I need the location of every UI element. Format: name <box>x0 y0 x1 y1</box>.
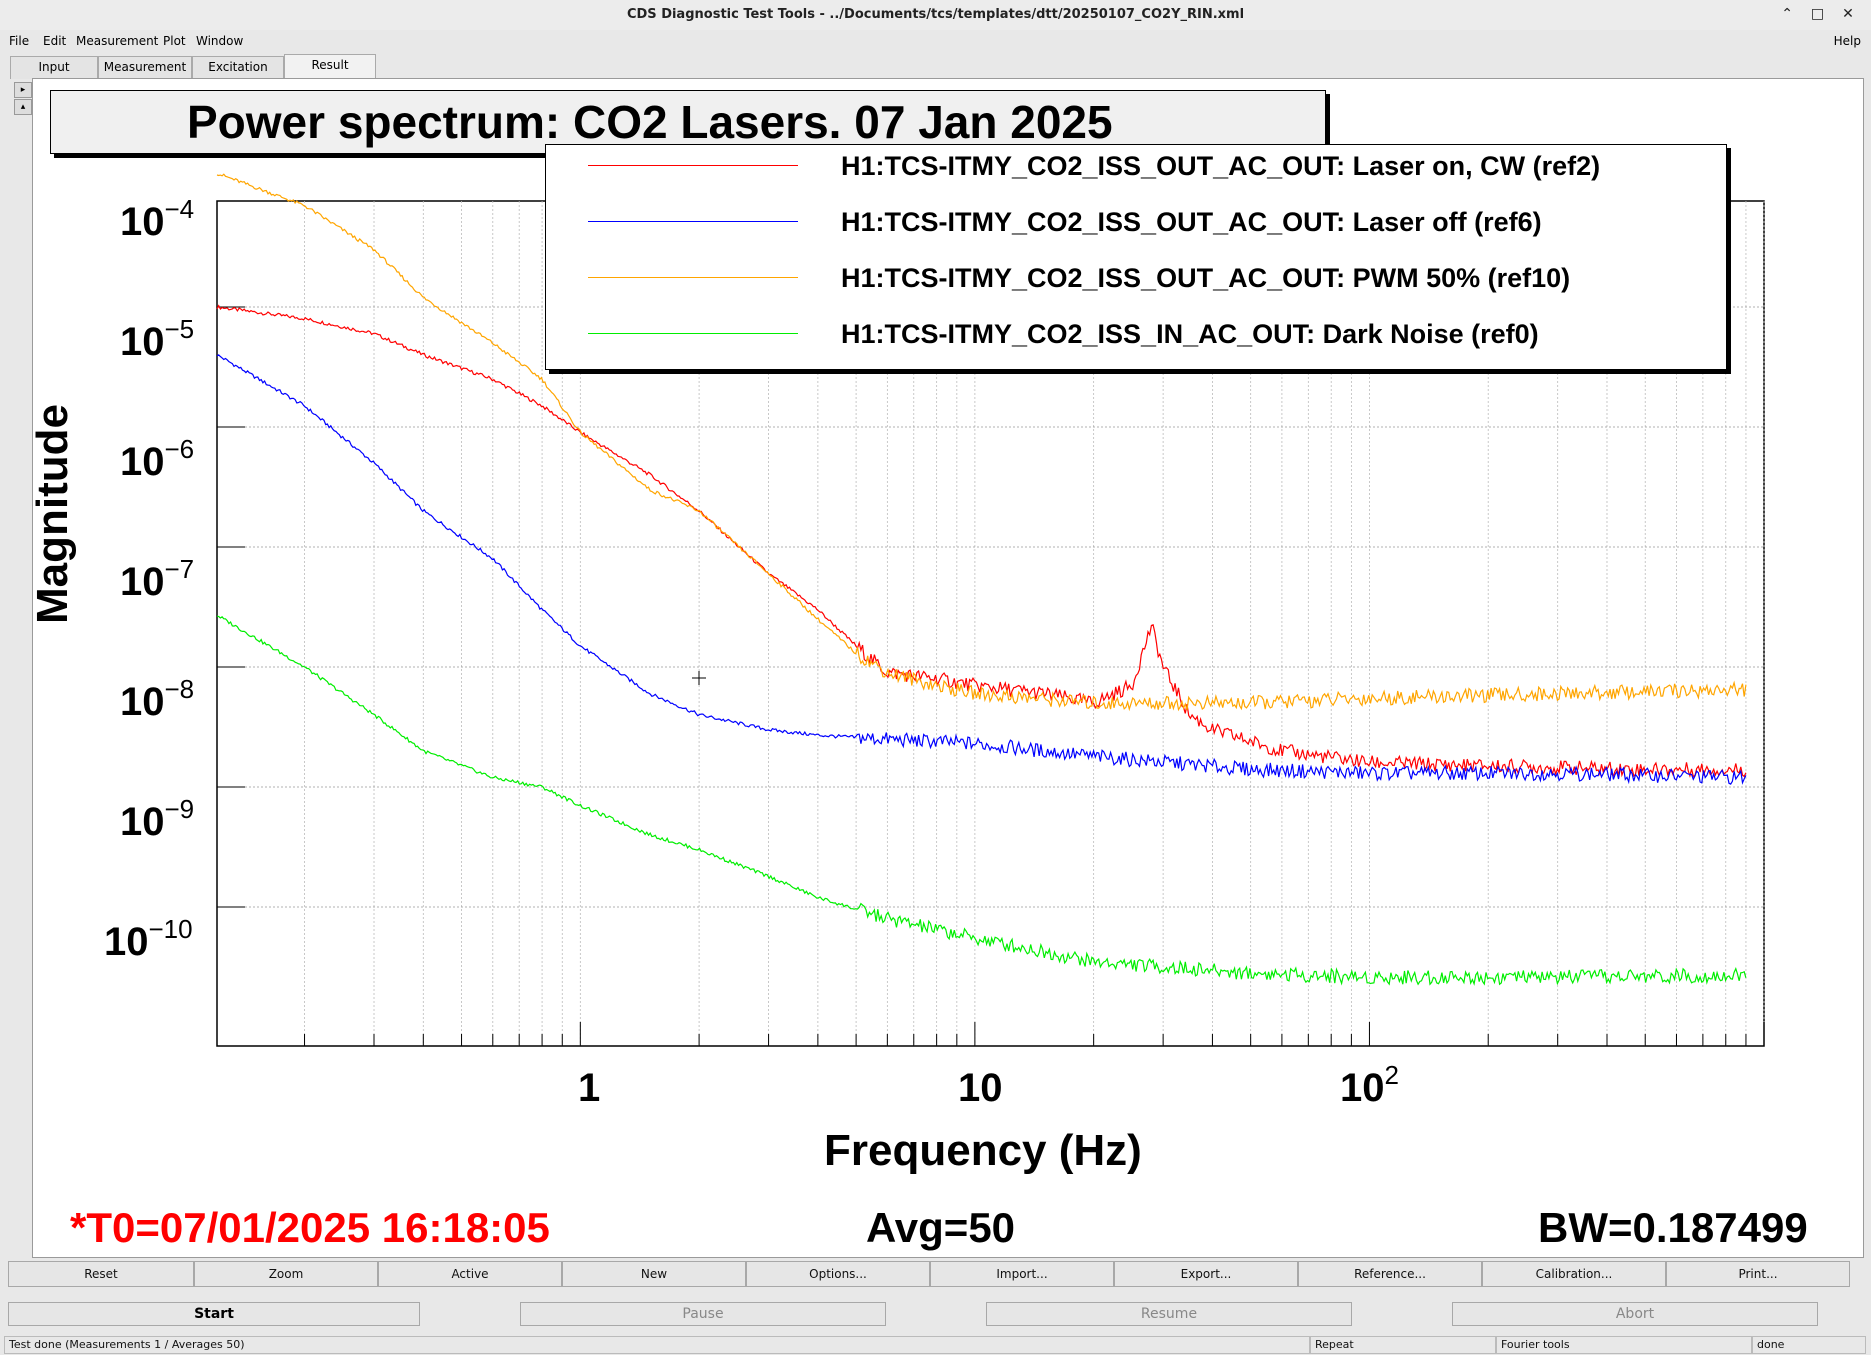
status-repeat: Repeat <box>1310 1336 1496 1354</box>
new-button[interactable]: New <box>562 1261 746 1287</box>
menu-edit[interactable]: Edit <box>43 34 67 48</box>
menu-file[interactable]: File <box>9 34 30 48</box>
x-tick-label: 10 <box>958 1066 1003 1110</box>
legend-entry: H1:TCS-ITMY_CO2_ISS_IN_AC_OUT: Dark Nois… <box>546 313 1726 353</box>
window-titlebar: CDS Diagnostic Test Tools - ../Documents… <box>0 0 1871 31</box>
y-tick-label: 10−4 <box>120 194 195 244</box>
status-bar: Test done (Measurements 1 / Averages 50)… <box>0 1334 1871 1355</box>
y-axis-label: Magnitude <box>28 404 77 624</box>
plot-title: Power spectrum: CO2 Lasers. 07 Jan 2025 <box>187 96 1113 148</box>
avg-label: Avg=50 <box>866 1204 1016 1251</box>
menu-help[interactable]: Help <box>1833 34 1861 48</box>
print-button[interactable]: Print... <box>1666 1261 1850 1287</box>
legend-label: H1:TCS-ITMY_CO2_ISS_OUT_AC_OUT: Laser of… <box>841 207 1542 237</box>
control-row: Start Pause Resume Abort <box>8 1302 1858 1326</box>
legend-line-swatch <box>588 277 798 278</box>
minimize-icon[interactable]: ⌃ <box>1781 6 1793 22</box>
legend-entry: H1:TCS-ITMY_CO2_ISS_OUT_AC_OUT: Laser of… <box>546 201 1726 241</box>
menu-window[interactable]: Window <box>196 34 244 48</box>
options-button[interactable]: Options... <box>746 1261 930 1287</box>
status-tools: Fourier tools <box>1496 1336 1752 1354</box>
export-button[interactable]: Export... <box>1114 1261 1298 1287</box>
legend-label: H1:TCS-ITMY_CO2_ISS_OUT_AC_OUT: Laser on… <box>841 151 1601 181</box>
legend-entry: H1:TCS-ITMY_CO2_ISS_OUT_AC_OUT: PWM 50% … <box>546 257 1726 297</box>
zoom-button[interactable]: Zoom <box>194 1261 378 1287</box>
close-icon[interactable]: ✕ <box>1842 6 1854 22</box>
t0-label: *T0=07/01/2025 16:18:05 <box>70 1204 550 1251</box>
y-tick-label: 10−8 <box>120 674 195 724</box>
tab-excitation[interactable]: Excitation <box>192 56 284 79</box>
y-tick-label: 10−5 <box>120 314 195 364</box>
bw-label: BW=0.187499 <box>1538 1204 1808 1251</box>
legend-label: H1:TCS-ITMY_CO2_ISS_IN_AC_OUT: Dark Nois… <box>841 319 1539 349</box>
calibration-button[interactable]: Calibration... <box>1482 1261 1666 1287</box>
legend-line-swatch <box>588 165 798 166</box>
legend-label: H1:TCS-ITMY_CO2_ISS_OUT_AC_OUT: PWM 50% … <box>841 263 1571 293</box>
reset-button[interactable]: Reset <box>8 1261 194 1287</box>
reference-button[interactable]: Reference... <box>1298 1261 1482 1287</box>
x-axis-label: Frequency (Hz) <box>824 1126 1142 1175</box>
abort-button[interactable]: Abort <box>1452 1302 1818 1326</box>
pause-button[interactable]: Pause <box>520 1302 886 1326</box>
menu-plot[interactable]: Plot <box>163 34 186 48</box>
tab-result[interactable]: Result <box>284 54 376 79</box>
plot-title-box: Power spectrum: CO2 Lasers. 07 Jan 2025 <box>50 90 1326 154</box>
legend-line-swatch <box>588 333 798 334</box>
active-button[interactable]: Active <box>378 1261 562 1287</box>
status-state: done <box>1752 1336 1866 1354</box>
import-button[interactable]: Import... <box>930 1261 1114 1287</box>
status-message: Test done (Measurements 1 / Averages 50) <box>4 1336 1310 1354</box>
tab-input[interactable]: Input <box>10 56 98 79</box>
menu-measurement[interactable]: Measurement <box>76 34 159 48</box>
legend: H1:TCS-ITMY_CO2_ISS_OUT_AC_OUT: Laser on… <box>545 144 1727 370</box>
y-tick-label: 10−9 <box>120 794 195 844</box>
x-tick-label: 102 <box>1340 1060 1399 1110</box>
side-expand-icon[interactable]: ▸ <box>14 82 32 98</box>
legend-line-swatch <box>588 221 798 222</box>
resume-button[interactable]: Resume <box>986 1302 1352 1326</box>
series-line <box>216 173 1747 712</box>
series-line <box>216 354 1747 785</box>
window-title: CDS Diagnostic Test Tools - ../Documents… <box>626 7 1245 22</box>
y-tick-label: 10−7 <box>120 554 195 604</box>
series-line <box>216 615 1747 986</box>
plot-button-row: Reset Zoom Active New Options... Import.… <box>8 1261 1858 1287</box>
start-button[interactable]: Start <box>8 1302 420 1326</box>
menu-bar: File Edit Measurement Plot Window Help <box>0 30 1871 52</box>
maximize-icon[interactable]: □ <box>1810 6 1825 22</box>
y-tick-label: 10−6 <box>120 434 195 484</box>
x-tick-label: 1 <box>578 1066 601 1110</box>
y-tick-label: 10−10 <box>104 914 193 964</box>
legend-entry: H1:TCS-ITMY_CO2_ISS_OUT_AC_OUT: Laser on… <box>546 145 1726 185</box>
side-up-icon[interactable]: ▴ <box>14 99 32 115</box>
tab-measurement[interactable]: Measurement <box>98 56 192 79</box>
